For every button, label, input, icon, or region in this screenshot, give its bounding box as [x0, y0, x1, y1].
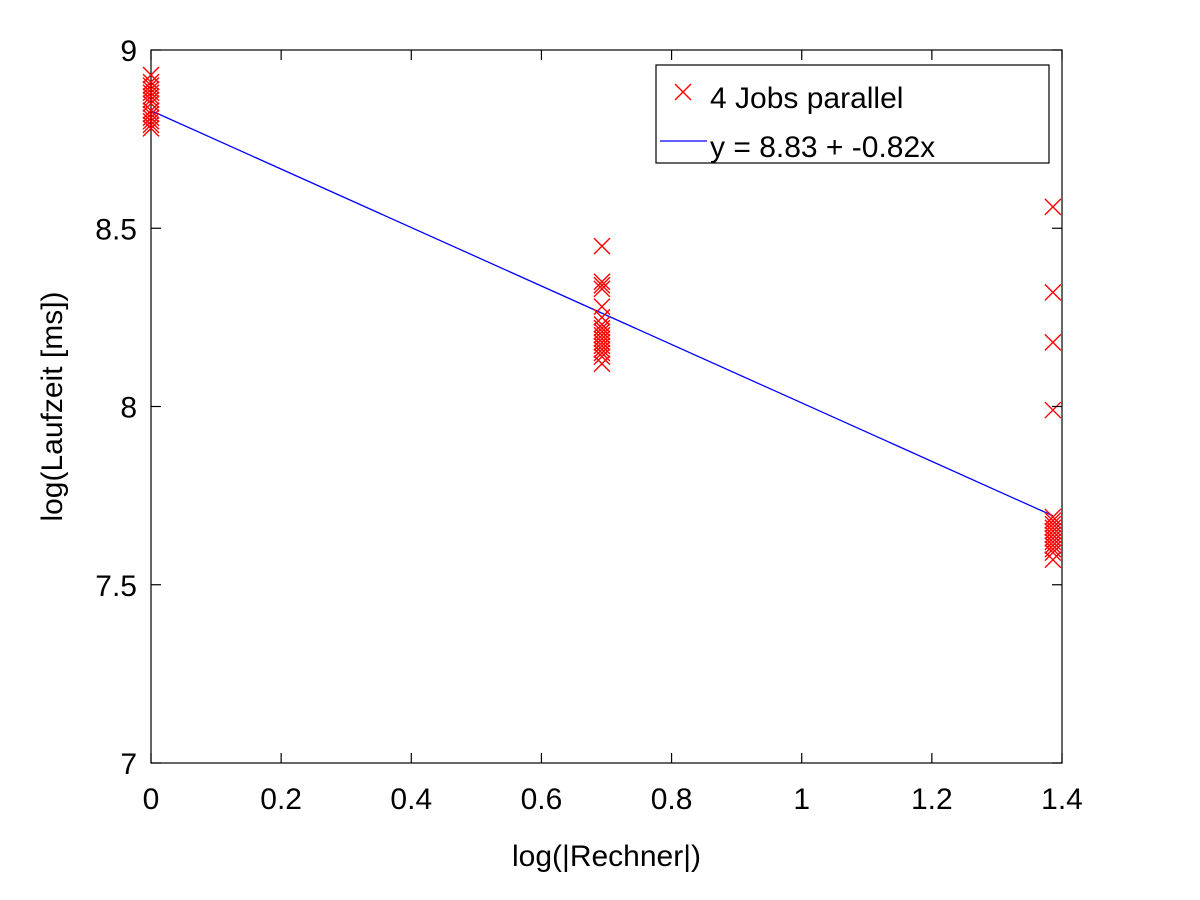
scatter-point: [593, 280, 611, 298]
scatter-point: [142, 112, 160, 130]
y-tick-label: 9: [120, 35, 137, 68]
markers-layer: [142, 66, 1062, 569]
x-tick-label: 1.2: [911, 783, 953, 816]
y-axis-label: log(Laufzeit [ms]): [36, 291, 69, 521]
scatter-point: [1044, 551, 1062, 569]
y-tick-label: 8: [120, 392, 137, 425]
scatter-point: [142, 119, 160, 137]
scatter-point: [142, 116, 160, 134]
scatter-point: [593, 237, 611, 255]
legend: 4 Jobs parallel y = 8.83 + -0.82x: [655, 64, 1050, 164]
x-tick-label: 0.2: [260, 783, 302, 816]
x-tick-label: 0: [143, 783, 160, 816]
scatter-point: [593, 348, 611, 366]
scatter-point: [593, 276, 611, 294]
x-tick-label: 1.4: [1041, 783, 1083, 816]
legend-label-scatter: 4 Jobs parallel: [710, 82, 903, 115]
fit-line-layer: [150, 110, 1054, 517]
x-axis-label: log(|Rechner|): [512, 840, 701, 873]
scatter-point: [593, 340, 611, 358]
scatter-point: [1044, 283, 1062, 301]
legend-label-line: y = 8.83 + -0.82x: [710, 131, 935, 164]
scatter-point: [1044, 544, 1062, 562]
y-tick-label: 8.5: [95, 213, 137, 246]
scatter-point: [1044, 333, 1062, 351]
scatter-point: [1044, 537, 1062, 555]
scatter-point: [142, 87, 160, 105]
x-tick-label: 0.8: [651, 783, 693, 816]
fit-line: [150, 110, 1054, 517]
y-tick-label: 7: [120, 748, 137, 781]
scatter-point: [1044, 198, 1062, 216]
scatter-point: [593, 273, 611, 291]
y-tick-label: 7.5: [95, 570, 137, 603]
legend-box: [655, 64, 1050, 164]
legend-marker-scatter: [674, 83, 692, 101]
x-tick-label: 0.6: [521, 783, 563, 816]
x-tick-label: 0.4: [390, 783, 432, 816]
scatter-point: [593, 355, 611, 373]
axes-layer: 0 0.2 0.4 0.6 0.8 1 1.2 1.4 7 7.5 8 8.5 9: [95, 35, 1083, 816]
x-tick-label: 1: [793, 783, 810, 816]
scatter-point: [1044, 401, 1062, 419]
